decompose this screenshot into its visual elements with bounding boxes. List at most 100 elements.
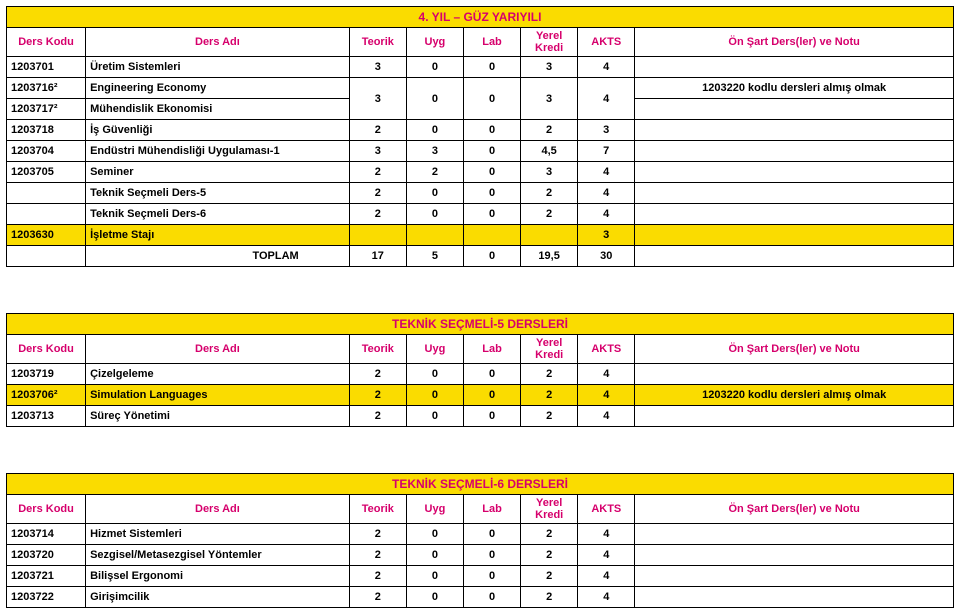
cell: 4	[578, 524, 635, 545]
table-row: 1203721Bilişsel Ergonomi20024	[7, 566, 954, 587]
hdr-akts: AKTS	[578, 335, 635, 364]
hdr-yerel-kredi: Yerel Kredi	[521, 495, 578, 524]
cell	[635, 141, 954, 162]
cell: 0	[463, 120, 520, 141]
cell: 3	[406, 141, 463, 162]
cell	[406, 225, 463, 246]
cell: Üretim Sistemleri	[86, 57, 350, 78]
table-row: 1203722Girişimcilik20024	[7, 587, 954, 608]
cell: 2	[349, 120, 406, 141]
cell: 4	[578, 545, 635, 566]
cell: 0	[406, 587, 463, 608]
cell: 3	[349, 78, 406, 120]
cell	[463, 225, 520, 246]
cell: Süreç Yönetimi	[86, 406, 350, 427]
cell: 0	[406, 406, 463, 427]
cell: 3	[521, 57, 578, 78]
section3-title: TEKNİK SEÇMELİ-6 DERSLERİ	[7, 474, 954, 495]
cell: 4	[578, 566, 635, 587]
cell	[635, 406, 954, 427]
cell	[635, 183, 954, 204]
hdr-uyg: Uyg	[406, 495, 463, 524]
section2-table: TEKNİK SEÇMELİ-5 DERSLERİ Ders Kodu Ders…	[6, 313, 954, 427]
table-row: Teknik Seçmeli Ders-620024	[7, 204, 954, 225]
hdr-teorik: Teorik	[349, 335, 406, 364]
hdr-ders-kodu: Ders Kodu	[7, 28, 86, 57]
cell: 3	[349, 141, 406, 162]
cell: 0	[464, 545, 521, 566]
hdr-yerel-kredi: Yerel Kredi	[521, 335, 578, 364]
cell	[635, 57, 954, 78]
cell: 2	[349, 587, 406, 608]
cell: 4	[578, 406, 635, 427]
cell	[635, 364, 954, 385]
cell: 1203705	[7, 162, 86, 183]
cell: 0	[463, 57, 520, 78]
hdr-yerel-kredi: Yerel Kredi	[521, 28, 578, 57]
cell: 2	[349, 545, 406, 566]
cell: 3	[521, 162, 578, 183]
cell: 7	[578, 141, 635, 162]
cell: 4	[578, 183, 635, 204]
hdr-uyg: Uyg	[406, 335, 463, 364]
cell: 1203714	[7, 524, 86, 545]
cell: 0	[463, 204, 520, 225]
cell: 0	[406, 364, 463, 385]
total-t: 17	[349, 246, 406, 267]
section2-title: TEKNİK SEÇMELİ-5 DERSLERİ	[7, 314, 954, 335]
cell	[349, 225, 406, 246]
total-u: 5	[406, 246, 463, 267]
cell: 0	[406, 78, 463, 120]
table-row: Teknik Seçmeli Ders-520024	[7, 183, 954, 204]
cell: 4	[578, 162, 635, 183]
cell: 2	[349, 566, 406, 587]
cell: 2	[521, 120, 578, 141]
cell: 3	[521, 78, 578, 120]
cell: 2	[349, 385, 406, 406]
cell: Mühendislik Ekonomisi	[86, 99, 350, 120]
cell: 4	[578, 57, 635, 78]
cell: 2	[521, 587, 578, 608]
cell	[635, 587, 954, 608]
cell: 0	[406, 566, 463, 587]
cell: 3	[578, 225, 635, 246]
section1-total-row: TOPLAM 17 5 0 19,5 30	[7, 246, 954, 267]
cell: 4,5	[521, 141, 578, 162]
cell: 2	[349, 406, 406, 427]
table-row: 1203718İş Güvenliği20023	[7, 120, 954, 141]
hdr-ders-kodu: Ders Kodu	[7, 335, 86, 364]
cell: 2	[349, 204, 406, 225]
cell: 1203717²	[7, 99, 86, 120]
section1-title: 4. YIL – GÜZ YARIYILI	[7, 7, 954, 28]
cell	[635, 120, 954, 141]
cell: 2	[521, 406, 578, 427]
cell: 2	[521, 204, 578, 225]
cell: 2	[349, 364, 406, 385]
total-k: 19,5	[521, 246, 578, 267]
cell: Teknik Seçmeli Ders-5	[86, 183, 350, 204]
cell: 1203630	[7, 225, 86, 246]
table-row: 1203706²Simulation Languages200241203220…	[7, 385, 954, 406]
cell	[7, 204, 86, 225]
cell: 2	[521, 566, 578, 587]
hdr-ders-adi: Ders Adı	[86, 335, 350, 364]
cell	[635, 566, 954, 587]
cell	[635, 162, 954, 183]
cell: 1203220 kodlu dersleri almış olmak	[635, 385, 954, 406]
hdr-teorik: Teorik	[349, 28, 406, 57]
cell: İş Güvenliği	[86, 120, 350, 141]
cell: 1203718	[7, 120, 86, 141]
hdr-ders-adi: Ders Adı	[86, 28, 350, 57]
table-row: 1203716²Engineering Economy300341203220 …	[7, 78, 954, 99]
cell: 2	[406, 162, 463, 183]
table-row: 1203630İşletme Stajı3	[7, 225, 954, 246]
table-row: 1203714Hizmet Sistemleri20024	[7, 524, 954, 545]
section3-table: TEKNİK SEÇMELİ-6 DERSLERİ Ders Kodu Ders…	[6, 473, 954, 608]
hdr-akts: AKTS	[578, 28, 635, 57]
total-label: TOPLAM	[86, 246, 350, 267]
cell	[521, 225, 578, 246]
cell: 0	[464, 385, 521, 406]
hdr-teorik: Teorik	[349, 495, 406, 524]
hdr-lab: Lab	[464, 335, 521, 364]
cell: Endüstri Mühendisliği Uygulaması-1	[86, 141, 350, 162]
